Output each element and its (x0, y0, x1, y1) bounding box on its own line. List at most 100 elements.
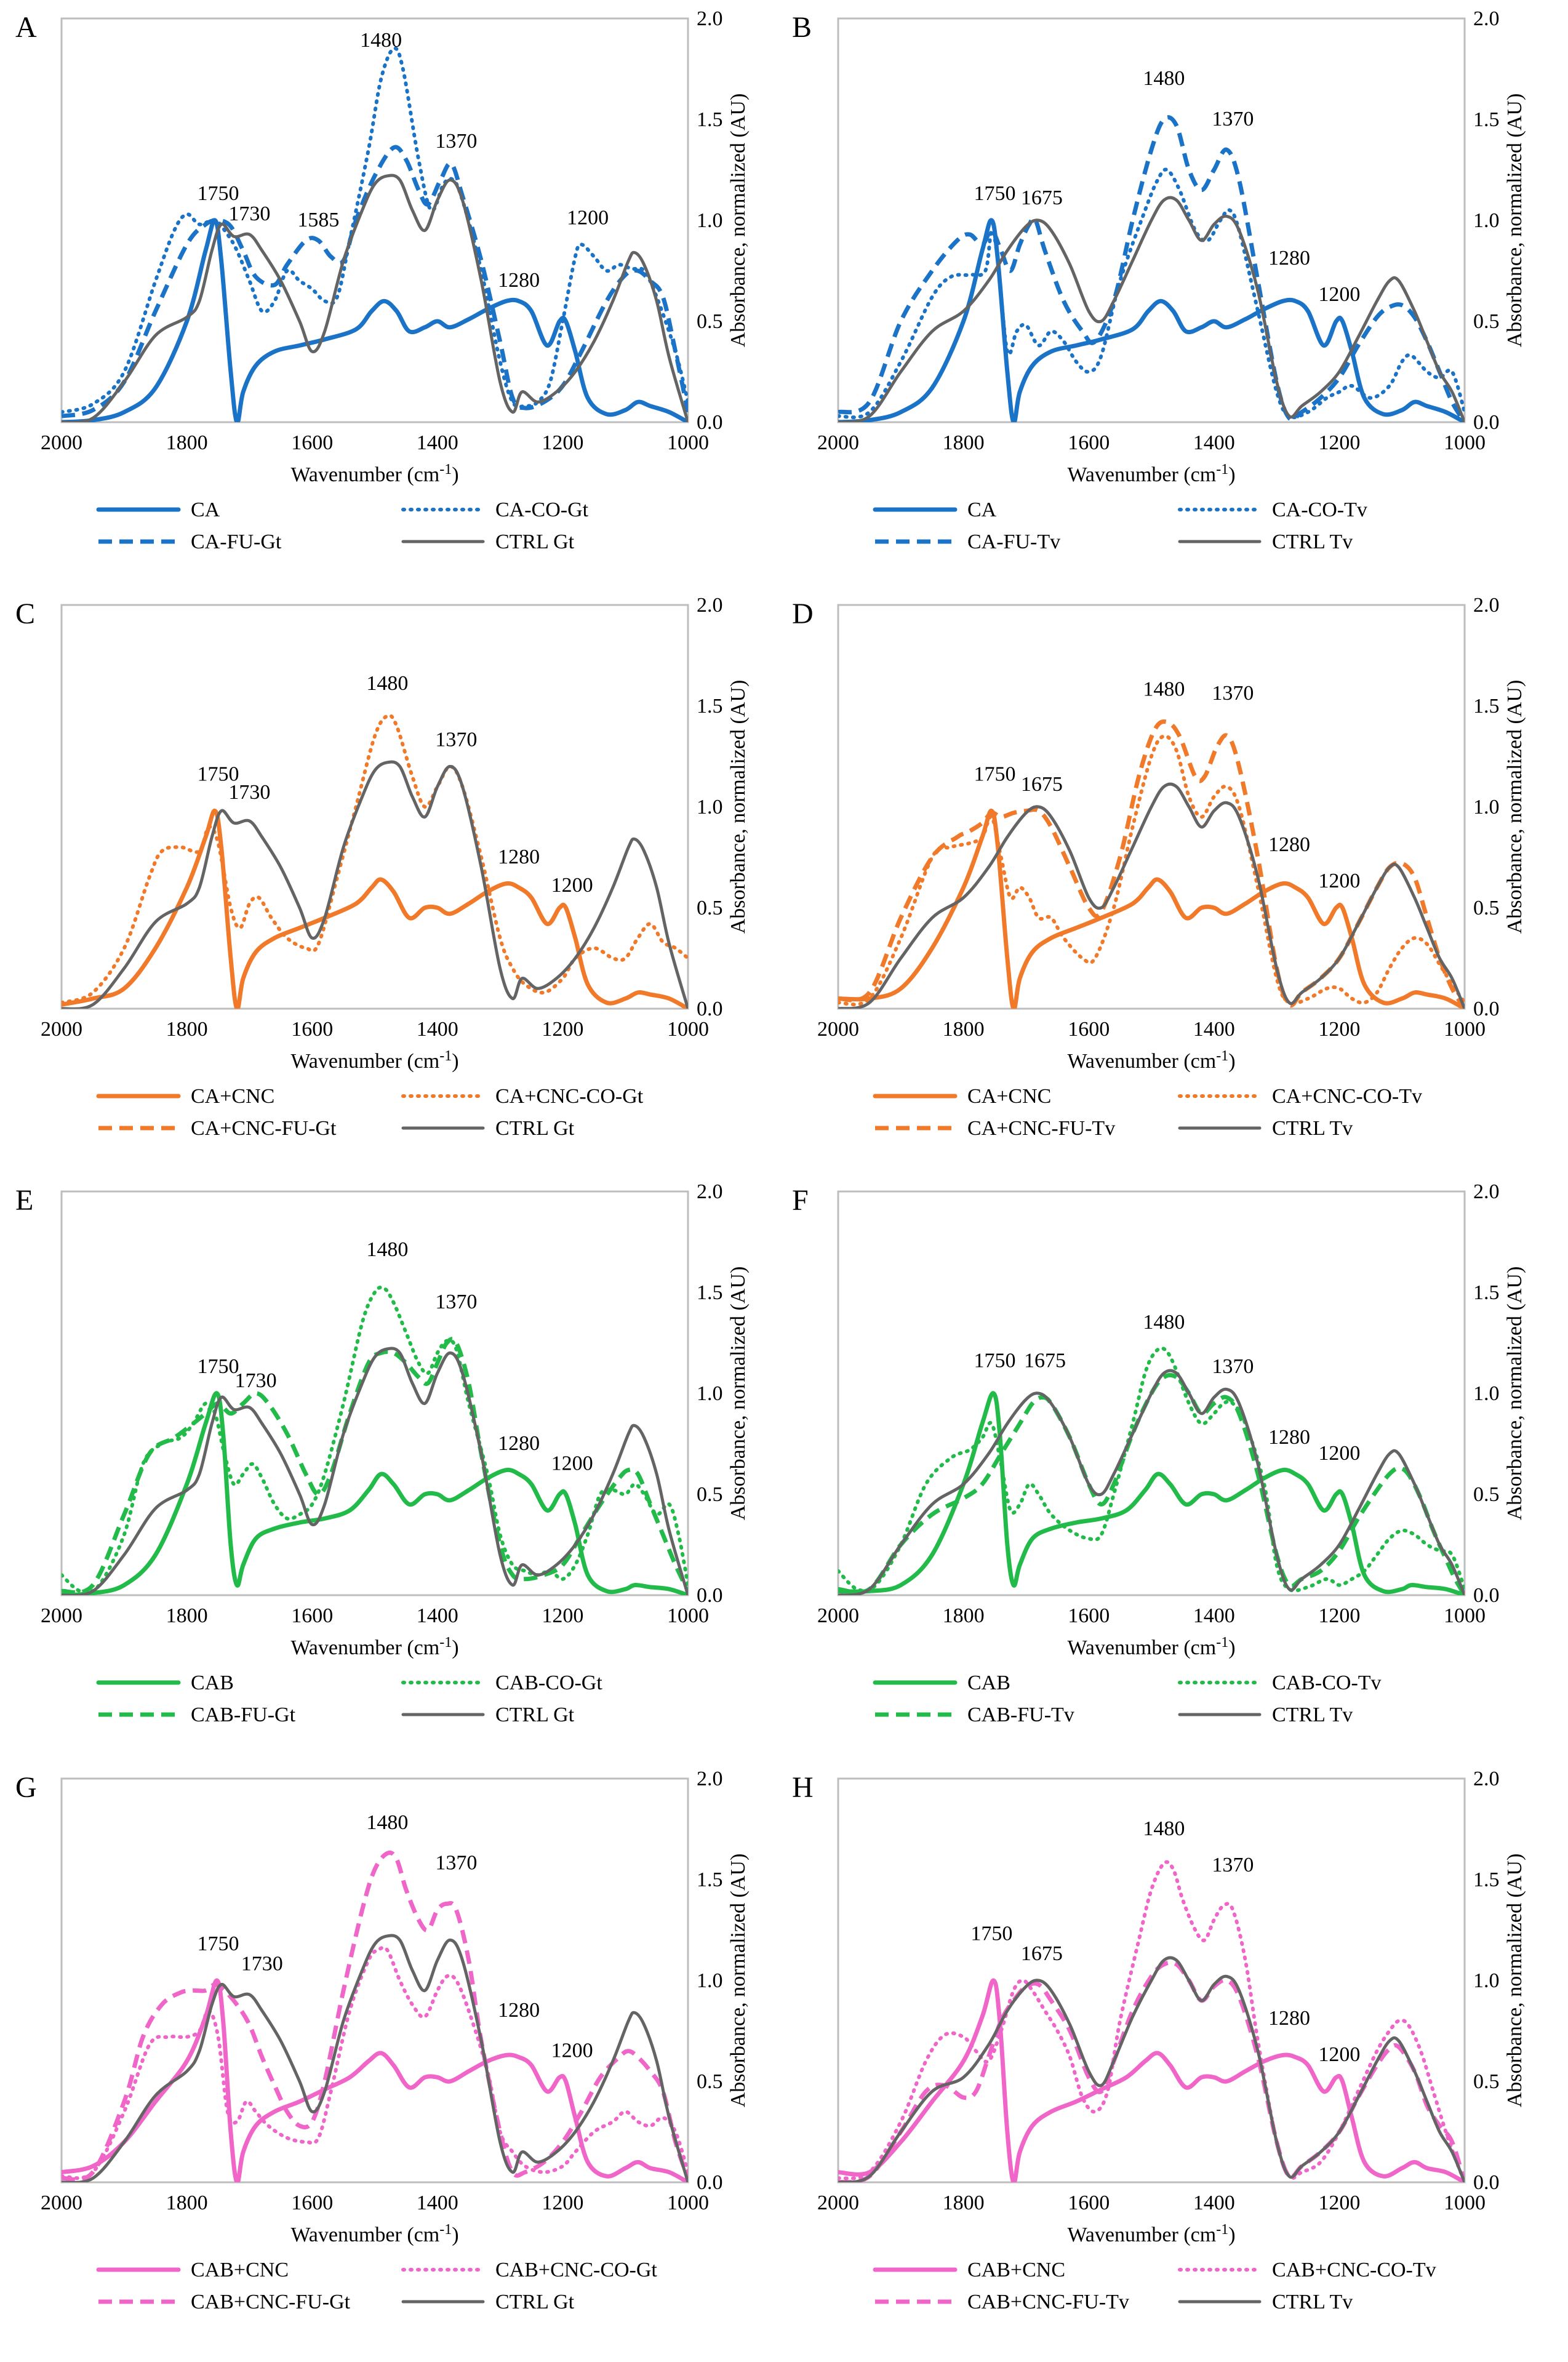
y-tick-label: 1.5 (697, 695, 723, 718)
peak-label: 1280 (498, 846, 540, 868)
legend-label: CAB-FU-Gt (191, 1703, 296, 1726)
x-tick-label: 1600 (291, 2192, 333, 2214)
plot-frame (837, 604, 1466, 1010)
x-tick-label: 1000 (667, 1018, 709, 1041)
y-tick-label: 1.0 (1473, 1969, 1500, 1992)
legend-label: CA-FU-Gt (191, 530, 282, 553)
peak-label: 1730 (241, 1953, 283, 1976)
y-tick-label: 1.5 (1473, 1281, 1500, 1304)
legend-label: CAB (191, 1671, 234, 1694)
peak-label: 1200 (567, 207, 609, 230)
series-line-ca-cnc-co-gt (62, 713, 688, 1005)
peak-label: 1480 (1143, 678, 1185, 701)
legend-label: CA-CO-Tv (1272, 498, 1367, 521)
peak-label: 1370 (435, 729, 477, 751)
legend-label: CAB+CNC-CO-Gt (495, 2259, 657, 2281)
series-line-cab (62, 1391, 688, 1595)
y-tick-label: 1.0 (1473, 209, 1500, 232)
peak-label: 1280 (1268, 2007, 1310, 2030)
x-tick-label: 1400 (417, 1604, 458, 1627)
y-axis-title: Absorbance, normalized (AU) (727, 1854, 750, 2108)
plot-frame (60, 604, 689, 1010)
x-tick-label: 2000 (41, 2192, 82, 2214)
x-tick-label: 1400 (1193, 1018, 1235, 1041)
x-axis-title: Wavenumber (cm-1) (1067, 1635, 1235, 1659)
peak-label: 1750 (974, 1349, 1016, 1372)
series-line-cab-cnc-co-gt (62, 1945, 688, 2180)
series-line-ca (62, 218, 688, 422)
y-axis-title: Absorbance, normalized (AU) (727, 1267, 750, 1521)
y-tick-label: 1.0 (697, 209, 723, 232)
series-line-cab (838, 1391, 1465, 1595)
chart-panel-h: H 0.0 0.5 1.0 1.5 2.0 Absorbance, normalized (… (792, 1767, 1526, 2313)
peak-label: 1480 (1143, 1817, 1185, 1840)
peak-label: 1750 (198, 1355, 239, 1378)
x-tick-label: 1800 (166, 1604, 208, 1627)
series-line-ctrl-tv (838, 1369, 1465, 1595)
x-tick-label: 1800 (943, 2192, 985, 2214)
y-tick-label: 0.0 (697, 998, 723, 1020)
y-tick-label: 1.5 (697, 1281, 723, 1304)
series-line-cab-cnc (838, 1978, 1465, 2182)
panel-letter: A (15, 11, 37, 44)
peak-label: 1480 (366, 1238, 408, 1261)
y-tick-label: 2.0 (697, 1767, 723, 1790)
peak-label: 1750 (198, 763, 239, 785)
series-line-ca-cnc-fu-tv (838, 719, 1465, 1009)
x-tick-label: 1800 (943, 1604, 985, 1627)
legend-label: CTRL Gt (495, 2291, 575, 2313)
x-tick-label: 1800 (166, 1018, 208, 1041)
x-tick-label: 1200 (542, 2192, 583, 2214)
y-tick-label: 0.0 (697, 1584, 723, 1607)
x-tick-label: 1600 (1068, 2192, 1110, 2214)
peak-label: 1675 (1021, 186, 1063, 209)
x-tick-label: 1000 (667, 2192, 709, 2214)
series-line-ca (838, 218, 1465, 422)
legend-label: CAB+CNC (191, 2259, 289, 2281)
peak-label: 1200 (551, 874, 593, 897)
y-tick-label: 1.0 (697, 796, 723, 819)
legend-label: CAB+CNC (967, 2259, 1065, 2281)
legend-label: CA+CNC (191, 1085, 274, 1108)
x-axis-title: Wavenumber (cm-1) (1067, 1048, 1235, 1073)
y-tick-label: 0.0 (1473, 411, 1500, 434)
x-axis-title: Wavenumber (cm-1) (1067, 2222, 1235, 2246)
peak-label: 1370 (1212, 1355, 1254, 1378)
panel-letter: D (792, 598, 814, 630)
x-axis-title: Wavenumber (cm-1) (290, 2222, 458, 2246)
plot-frame (837, 1190, 1466, 1596)
x-tick-label: 1200 (1318, 431, 1360, 454)
series-line-cab-cnc-co-tv (838, 1860, 1465, 2182)
y-tick-label: 1.0 (697, 1969, 723, 1992)
legend-label: CAB+CNC-FU-Gt (191, 2291, 351, 2313)
peak-label: 1280 (498, 1999, 540, 2022)
peak-label: 1200 (1318, 283, 1360, 306)
x-tick-label: 1000 (667, 1604, 709, 1627)
legend-label: CA+CNC-CO-Gt (495, 1085, 644, 1108)
x-tick-label: 1600 (1068, 1604, 1110, 1627)
series-line-ctrl-gt (62, 1347, 688, 1595)
y-tick-label: 1.0 (697, 1382, 723, 1405)
legend-label: CTRL Tv (1272, 530, 1353, 553)
peak-label: 1370 (435, 1291, 477, 1313)
peak-label: 1730 (235, 1369, 277, 1392)
y-tick-label: 1.0 (1473, 796, 1500, 819)
legend-label: CTRL Gt (495, 530, 575, 553)
x-tick-label: 1400 (1193, 431, 1235, 454)
series-line-ctrl-gt (62, 1934, 688, 2182)
series-line-ctrl-tv (838, 1956, 1465, 2182)
x-tick-label: 1200 (542, 1018, 583, 1041)
y-axis-title: Absorbance, normalized (AU) (1503, 1854, 1526, 2108)
chart-panel-g: G 0.0 0.5 1.0 1.5 2.0 Absorbance, normalized (… (15, 1767, 750, 2313)
y-tick-label: 1.5 (1473, 695, 1500, 718)
chart-panel-c: C 0.0 0.5 1.0 1.5 2.0 Absorbance, normalized (… (15, 594, 750, 1140)
x-tick-label: 1600 (1068, 431, 1110, 454)
y-tick-label: 2.0 (1473, 1767, 1500, 1790)
legend-label: CA+CNC (967, 1085, 1051, 1108)
legend-label: CA (967, 498, 997, 521)
x-tick-label: 1400 (417, 431, 458, 454)
x-tick-label: 1600 (291, 1018, 333, 1041)
y-axis-title: Absorbance, normalized (AU) (1503, 1267, 1526, 1521)
panel-letter: F (792, 1184, 809, 1217)
y-tick-label: 0.0 (1473, 2171, 1500, 2194)
